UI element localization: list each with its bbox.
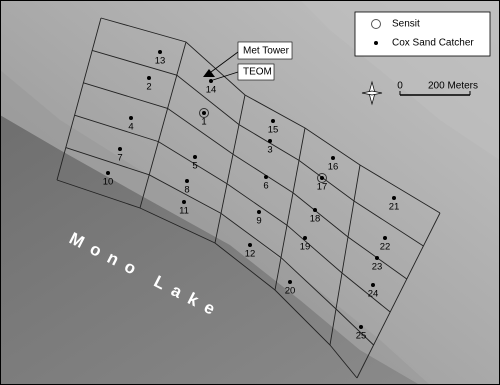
sand-catcher <box>303 236 307 240</box>
legend-catcher <box>374 41 378 45</box>
callout-box <box>237 63 275 81</box>
site-label: 7 <box>117 153 122 164</box>
sand-catcher <box>158 50 162 54</box>
site-label: 20 <box>285 286 296 297</box>
leader <box>210 51 239 73</box>
grid-line <box>274 127 306 291</box>
sand-catcher <box>331 156 335 160</box>
sand-catcher <box>383 236 387 240</box>
site-label: 16 <box>328 162 339 173</box>
grid-line <box>74 114 391 313</box>
leader <box>212 71 239 81</box>
callout-box <box>237 41 293 60</box>
sand-catcher <box>202 111 206 115</box>
site-label: 24 <box>368 289 379 300</box>
sand-catcher <box>257 210 261 214</box>
sand-catcher <box>288 280 292 284</box>
sand-catcher <box>248 243 252 247</box>
site-label: 22 <box>380 242 391 253</box>
sand-catcher <box>271 119 275 123</box>
legend-sensit <box>371 19 381 29</box>
grid-line <box>65 147 374 346</box>
site-label: 6 <box>263 181 268 192</box>
site-label: 9 <box>256 216 261 227</box>
grid-line <box>356 212 441 379</box>
sand-catcher <box>313 208 317 212</box>
sensit <box>317 173 327 183</box>
sand-catcher <box>392 196 396 200</box>
sand-catcher <box>106 171 110 175</box>
sand-catcher <box>268 139 272 143</box>
grid-line <box>56 17 102 181</box>
site-label: 19 <box>300 242 311 253</box>
sand-catcher <box>147 76 151 80</box>
sensit <box>199 108 209 118</box>
grid-line <box>329 164 361 346</box>
sand-catcher <box>193 155 197 159</box>
lake <box>0 115 420 385</box>
legend-label: Cox Sand Catcher <box>392 38 474 49</box>
sand-catcher <box>118 147 122 151</box>
site-label: 17 <box>317 182 328 193</box>
sand-catcher <box>320 176 324 180</box>
site-label: 11 <box>179 206 189 217</box>
site-label: 8 <box>184 185 189 196</box>
grid-line <box>214 94 246 244</box>
site-label: 23 <box>372 262 383 273</box>
sand-catcher <box>129 116 133 120</box>
site-label: 13 <box>155 56 166 67</box>
sand-catcher <box>209 79 213 83</box>
site-label: 10 <box>103 177 114 188</box>
site-label: 1 <box>201 117 206 128</box>
met-tower-icon <box>203 69 215 77</box>
callout: Met Tower <box>243 46 290 57</box>
grid-line <box>83 82 408 280</box>
sand-catcher <box>264 175 268 179</box>
sand-catcher <box>182 200 186 204</box>
north-arrow <box>361 80 383 106</box>
site-label: 14 <box>206 85 217 96</box>
site-label: 3 <box>267 145 272 156</box>
grid-line <box>139 41 187 209</box>
site-label: 5 <box>192 161 197 172</box>
scale-label: 0 <box>397 81 403 92</box>
callout: TEOM <box>243 67 272 78</box>
legend-label: Sensit <box>392 19 420 30</box>
site-label: 18 <box>310 214 321 225</box>
grid-line <box>56 179 358 379</box>
legend <box>354 11 491 57</box>
shore <box>0 70 430 385</box>
grid-line <box>100 17 441 214</box>
sand-catcher <box>359 325 363 329</box>
sand-catcher <box>375 256 379 260</box>
site-label: 15 <box>268 125 279 136</box>
site-label: 2 <box>146 82 151 93</box>
sand-catcher <box>185 179 189 183</box>
site-label: 12 <box>245 249 256 260</box>
site-label: 21 <box>389 202 400 213</box>
sand-catcher <box>371 283 375 287</box>
site-label: 4 <box>128 122 133 133</box>
scale-label: 200 Meters <box>428 81 478 92</box>
site-label: 25 <box>356 331 367 342</box>
